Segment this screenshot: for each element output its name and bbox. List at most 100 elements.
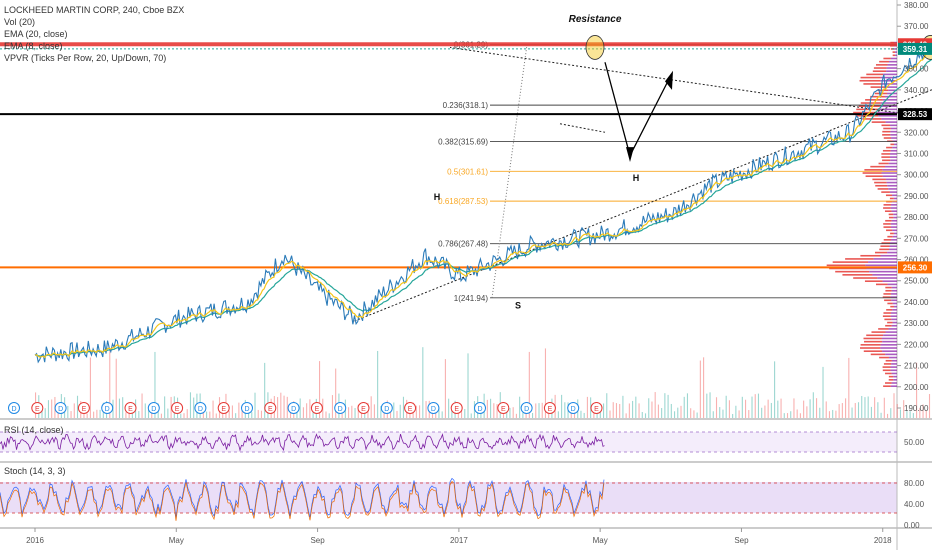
vpvr-bar-up [888,188,897,190]
rsi-tick-label: 50.00 [904,438,925,447]
vpvr-bar-down [829,267,867,270]
volume-bar [467,353,469,418]
volume-bar [719,407,721,418]
volume-bar [712,411,714,418]
vpvr-bar-down [883,204,891,206]
earnings-marker-label: E [454,406,459,413]
vpvr-bar-down [890,305,894,308]
volume-bar [657,404,659,418]
vpvr-bar-up [890,134,897,136]
y-tick-label: 320.00 [904,128,929,137]
volume-bar [464,408,466,418]
volume-bar [864,397,866,418]
volume-bar [619,403,621,418]
volume-bar [251,412,253,418]
vpvr-bar-up [891,137,897,139]
volume-bar [496,404,498,418]
volume-bar [438,407,440,418]
time-axis: 2016 May Sep 2017 May Sep 2018 [26,528,892,545]
volume-bar [899,409,902,418]
volume-bar [209,411,211,418]
volume-bar [283,395,285,418]
earnings-marker [241,402,253,414]
vpvr-bar-down [860,344,881,346]
upper-trend-line [449,46,932,119]
volume-bar [189,392,192,418]
price-tag [898,108,932,121]
vpvr-bar-down [885,324,892,327]
vpvr-bar-up [891,318,897,321]
volume-bar [99,409,101,418]
vpvr-bar-down [886,200,893,203]
volume-bar [512,407,514,418]
volume-bar [422,347,424,418]
volume-bar [364,411,366,418]
volume-bar [399,404,401,418]
volume-bar [748,410,750,418]
volume-bar [667,394,669,418]
vpvr-bar-down [871,331,886,333]
x-tick-label: 2017 [450,536,468,545]
earnings-marker [101,402,114,414]
volume-bar [257,409,259,418]
rsi-line [0,433,605,452]
vpvr-bar-up [890,149,897,152]
vpvr-bar-down [881,153,890,155]
vpvr-bar-up [884,95,897,98]
vpvr-bar-down [884,299,892,302]
volume-bar [390,410,392,418]
vpvr-bar-up [890,124,897,127]
volume-bar [67,405,69,418]
volume-bar [632,400,634,418]
vpvr-bar-down [865,175,883,178]
vpvr-bar-down [865,99,883,101]
volume-bar [235,413,237,418]
vpvr-bar-up [893,213,897,216]
vpvr-bar-up [889,245,897,247]
vpvr-bar-down [875,64,888,66]
volume-bar [573,410,576,418]
volume-bar [193,397,195,418]
vpvr-bar-up [892,229,897,232]
vpvr-bar-down [845,258,874,260]
vpvr-bar-down [881,242,891,244]
volume-bar [509,407,511,418]
volume-bar [661,408,663,418]
volume-bar [835,410,837,418]
volume-bar [480,411,482,418]
volume-bar [761,407,763,418]
volume-bar [751,396,753,418]
vpvr-bar-down [871,121,886,123]
vpvr-bar-down [878,162,889,165]
vpvr-bar-down [863,337,882,340]
earnings-marker-label: D [571,406,576,413]
volume-bar [783,413,785,418]
volume-bar [603,403,605,418]
stoch-tick-label: 40.00 [904,500,925,509]
volume-bar [348,407,350,418]
volume-bar [302,407,304,418]
vpvr-bar-up [888,356,897,359]
vpvr-bar-up [866,267,897,270]
y-tick-label: 220.00 [904,340,929,349]
vpvr-bar-up [890,385,897,387]
vpvr-bar-up [892,200,897,203]
price-tag-label: 328.53 [903,110,928,119]
vpvr-bar-up [882,340,897,343]
volume-bar [535,403,537,418]
rsi-pane-band [0,432,897,452]
earnings-marker [217,402,230,414]
vpvr-bar-up [894,51,897,53]
vpvr-bar-up [890,315,897,317]
vpvr-bar-down [875,184,888,187]
volume-bar [51,399,53,418]
vpvr-bar-up [888,89,897,92]
vpvr-bar-up [891,289,897,292]
vpvr-bar-down [888,216,894,219]
vpvr-bar-up [890,366,897,368]
fib-label: 0.786(267.48) [438,240,488,249]
fib-label: 1(241.94) [454,294,489,303]
vpvr-bar-down [890,143,895,146]
